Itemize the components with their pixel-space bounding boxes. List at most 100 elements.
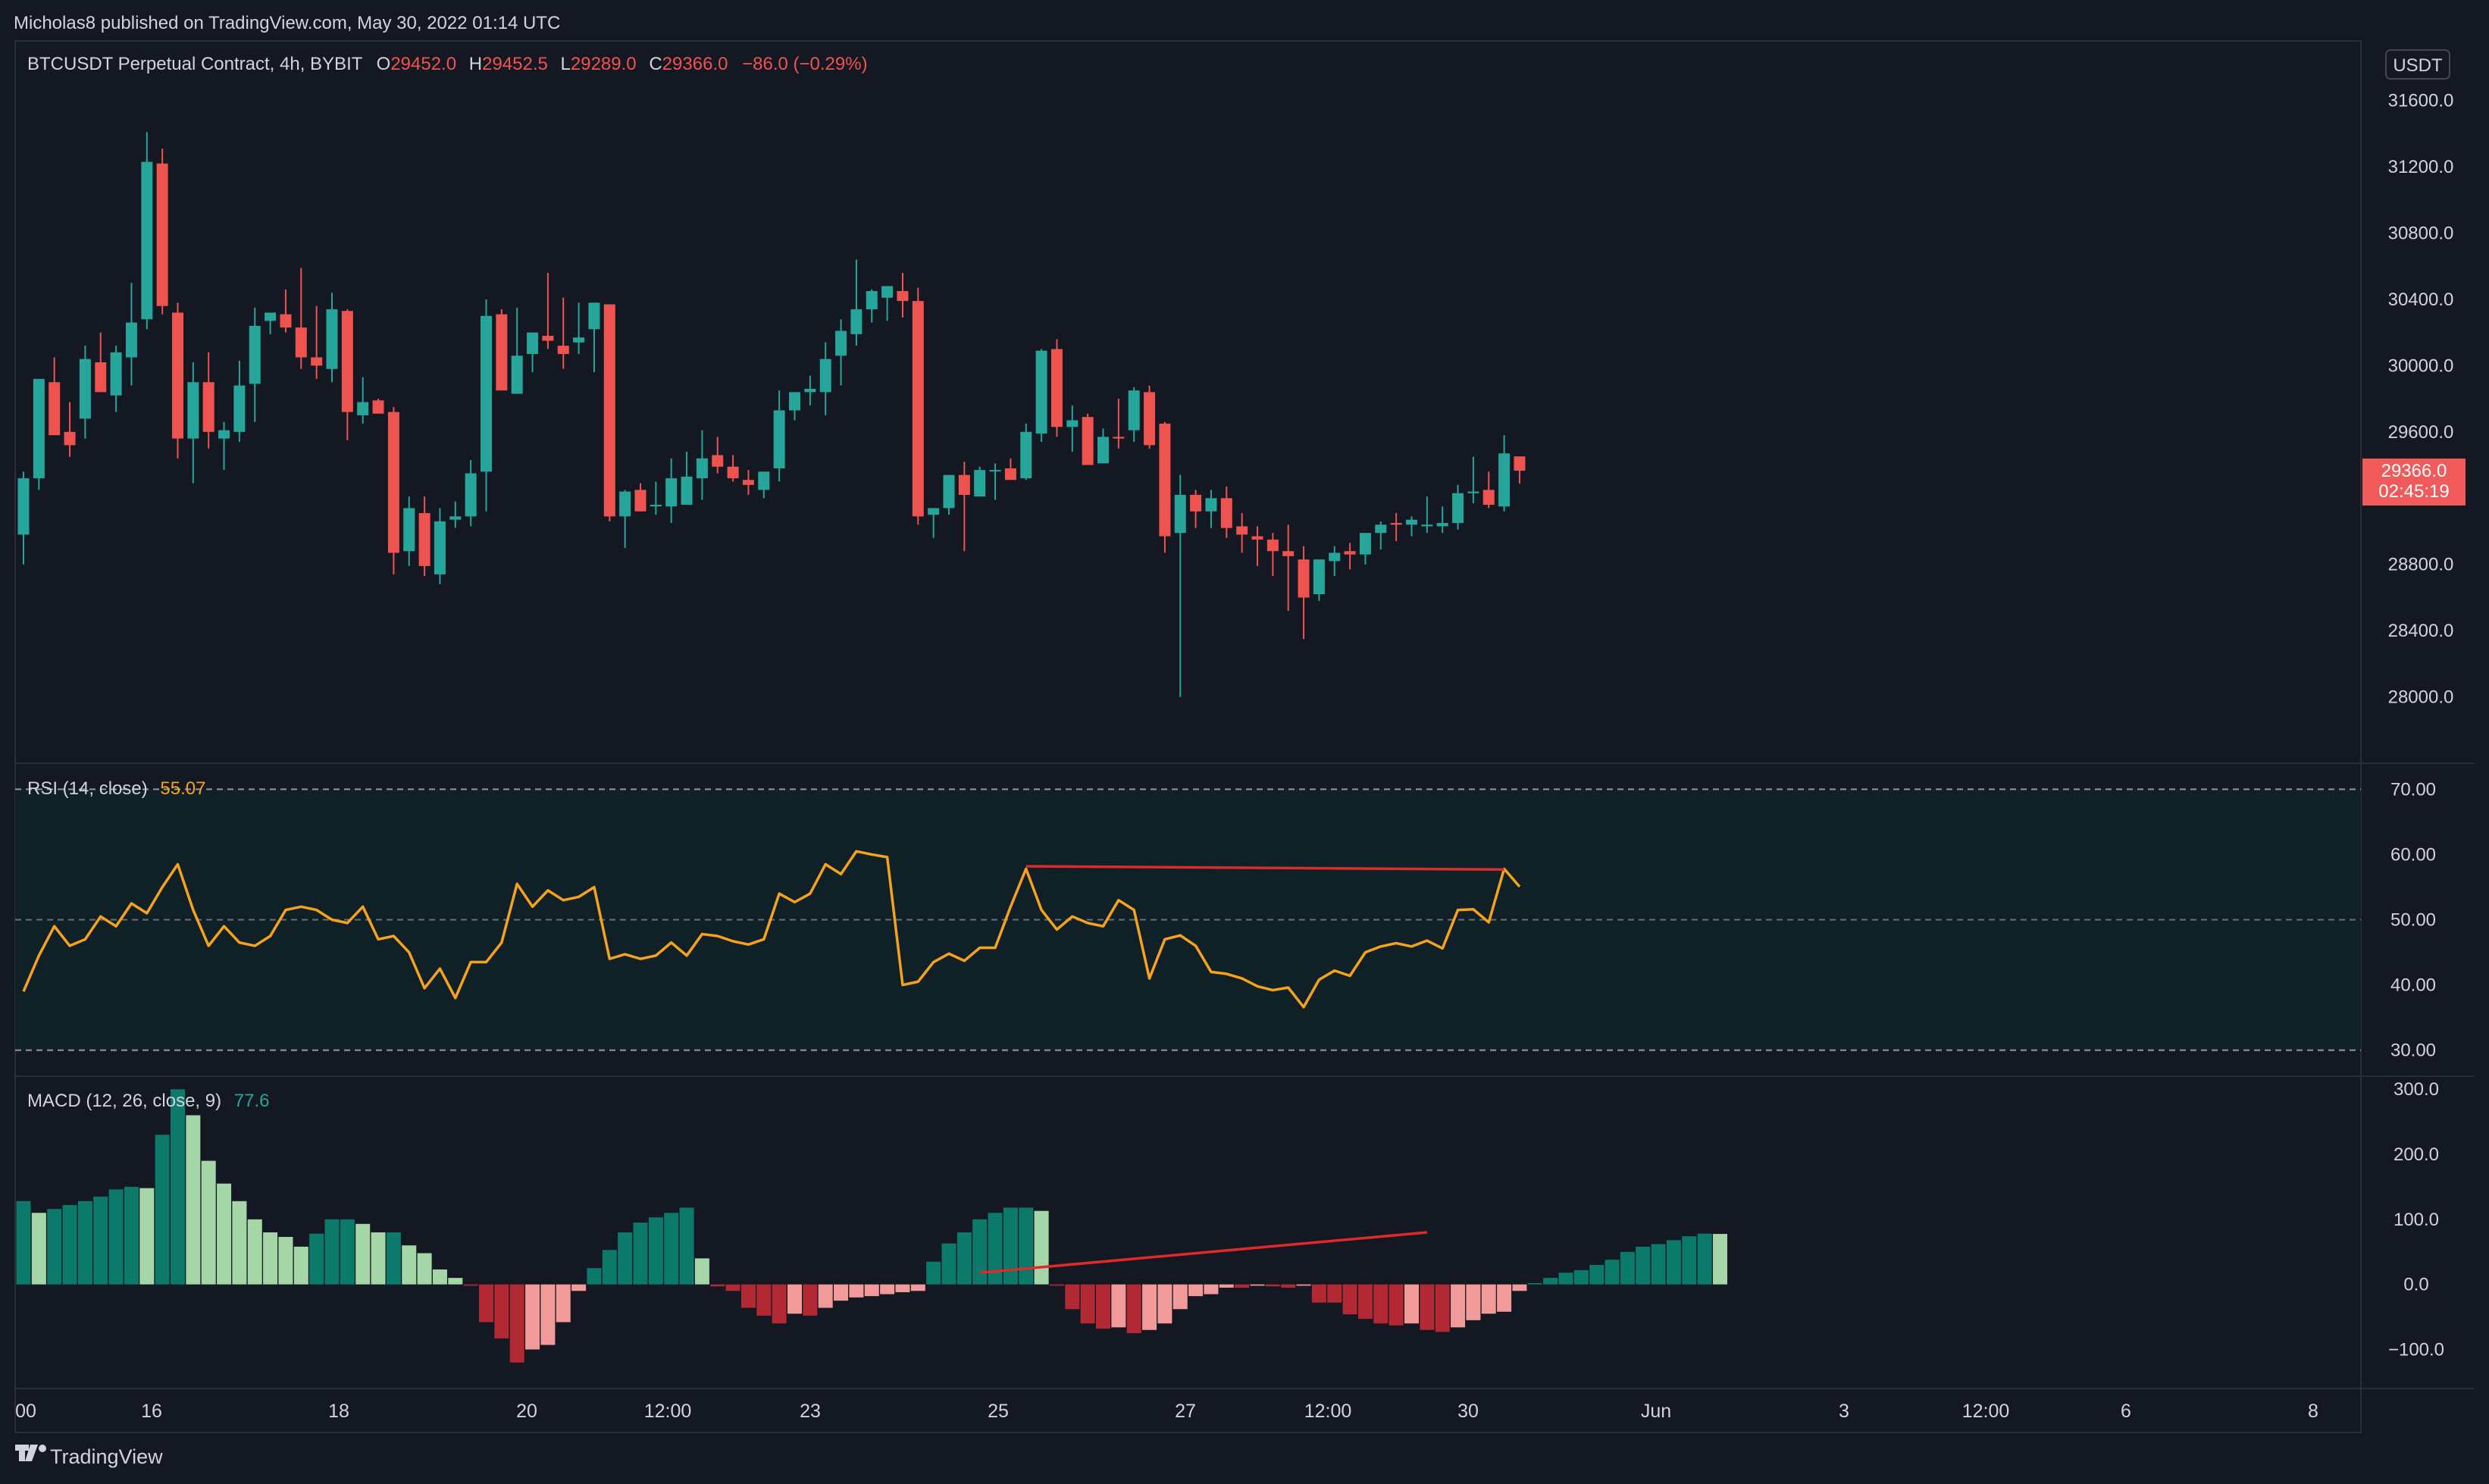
macd-histogram-bar bbox=[787, 1284, 802, 1314]
macd-histogram-bar bbox=[818, 1284, 833, 1308]
macd-histogram-bar bbox=[463, 1284, 478, 1286]
macd-histogram-bar bbox=[355, 1223, 371, 1285]
macd-histogram-bar bbox=[1636, 1246, 1651, 1285]
candle-body bbox=[1498, 453, 1511, 507]
candle-body bbox=[1113, 437, 1125, 439]
macd-histogram-bar bbox=[1481, 1284, 1496, 1314]
rsi-divergence-trendline[interactable] bbox=[1025, 865, 1504, 871]
macd-histogram-bar bbox=[139, 1188, 155, 1285]
macd-histogram-bar bbox=[1065, 1284, 1080, 1310]
currency-label: USDT bbox=[2393, 55, 2443, 76]
macd-histogram-bar bbox=[1235, 1284, 1250, 1288]
time-tick-label: 6 bbox=[2121, 1401, 2131, 1422]
candle-body bbox=[49, 382, 61, 436]
candle-body bbox=[974, 470, 986, 497]
macd-tick-label: −100.0 bbox=[2388, 1340, 2444, 1360]
macd-histogram-bar bbox=[849, 1284, 864, 1298]
symbol-legend[interactable]: BTCUSDT Perpetual Contract, 4h, BYBIT O2… bbox=[27, 54, 868, 74]
candle-body bbox=[727, 466, 739, 479]
macd-histogram-bar bbox=[1342, 1284, 1357, 1315]
tradingview-logo-dot-icon bbox=[39, 1445, 46, 1452]
last-price-badge: 29366.0 02:45:19 bbox=[2362, 458, 2466, 506]
candle-body bbox=[850, 309, 863, 334]
candle-body bbox=[218, 430, 230, 439]
time-tick-label: 12:00 bbox=[1962, 1401, 2010, 1422]
rsi-axis: 70.00 60.00 50.00 40.00 30.00 bbox=[2390, 779, 2436, 1060]
time-axis: 00 16 18 20 12:00 23 25 27 12:00 30 Jun 3 12:00 6 8 bbox=[15, 1401, 2318, 1422]
macd-histogram-bar bbox=[1096, 1284, 1110, 1329]
macd-histogram-bar bbox=[956, 1232, 972, 1285]
price-tick-label: 30800.0 bbox=[2388, 224, 2454, 244]
macd-histogram-bar bbox=[171, 1089, 185, 1285]
macd-histogram-bar bbox=[587, 1268, 602, 1285]
candle-body bbox=[1436, 523, 1448, 527]
macd-histogram-bar bbox=[972, 1219, 988, 1285]
macd-histogram-bar bbox=[525, 1284, 540, 1350]
candle-body bbox=[341, 311, 353, 412]
macd-histogram-bar bbox=[1543, 1278, 1558, 1285]
currency-badge[interactable]: USDT bbox=[2385, 49, 2450, 80]
last-price-value: 29366.0 bbox=[2381, 461, 2447, 481]
macd-histogram-bar bbox=[1666, 1240, 1681, 1285]
macd-histogram-bar bbox=[648, 1217, 663, 1285]
ohlc-low-value: 29289.0 bbox=[571, 54, 637, 74]
candle-body bbox=[496, 314, 508, 391]
macd-histogram-bar bbox=[1311, 1284, 1326, 1303]
macd-histogram-bar bbox=[479, 1284, 493, 1323]
macd-histogram-bar bbox=[1142, 1284, 1157, 1330]
candle-body bbox=[712, 455, 724, 467]
rsi-tick-label: 40.00 bbox=[2390, 975, 2436, 996]
price-tick-label: 31200.0 bbox=[2388, 157, 2454, 177]
macd-histogram-bar bbox=[1389, 1284, 1404, 1326]
candle-body bbox=[1004, 468, 1016, 481]
macd-histogram-bar bbox=[1573, 1270, 1589, 1285]
macd-histogram-bar bbox=[864, 1284, 879, 1297]
time-tick-label: 8 bbox=[2308, 1401, 2318, 1422]
macd-histogram-bar bbox=[1080, 1284, 1095, 1324]
macd-histogram-bar bbox=[1250, 1284, 1265, 1286]
macd-histogram-bar bbox=[1466, 1284, 1481, 1320]
candle-body bbox=[928, 508, 940, 515]
candle-body bbox=[989, 470, 1001, 472]
candle-body bbox=[650, 505, 662, 507]
macd-histogram-bar bbox=[1034, 1210, 1049, 1285]
candle-body bbox=[912, 301, 924, 517]
macd-tick-label: 300.0 bbox=[2394, 1079, 2439, 1100]
candle-body bbox=[1344, 551, 1356, 555]
ohlc-high-value: 29452.5 bbox=[482, 54, 548, 74]
macd-legend[interactable]: MACD (12, 26, close, 9) 77.6 bbox=[27, 1091, 269, 1111]
candle-body bbox=[1298, 559, 1310, 598]
candle-body bbox=[434, 521, 446, 575]
price-tick-label: 28800.0 bbox=[2388, 555, 2454, 575]
macd-histogram-bar bbox=[1172, 1284, 1188, 1310]
candle-body bbox=[1251, 536, 1263, 540]
macd-histogram-bar bbox=[540, 1284, 556, 1345]
macd-divergence-trendline[interactable] bbox=[979, 1231, 1428, 1274]
macd-histogram-bar bbox=[1157, 1284, 1172, 1324]
macd-histogram bbox=[16, 1089, 1727, 1363]
candle-body bbox=[1066, 420, 1079, 427]
rsi-legend[interactable]: RSI (14, close) 55.07 bbox=[27, 778, 205, 799]
macd-histogram-bar bbox=[710, 1284, 725, 1287]
macd-histogram-bar bbox=[756, 1284, 772, 1316]
candle-body bbox=[1020, 431, 1032, 479]
macd-histogram-bar bbox=[571, 1284, 587, 1291]
macd-histogram-bar bbox=[16, 1201, 31, 1285]
candle-body bbox=[1035, 350, 1047, 434]
macd-histogram-bar bbox=[1049, 1284, 1064, 1286]
time-tick-label: 20 bbox=[516, 1401, 537, 1422]
symbol-title: BTCUSDT Perpetual Contract, 4h, BYBIT bbox=[27, 54, 363, 74]
panel-frames bbox=[14, 40, 2474, 1433]
macd-histogram-bar bbox=[293, 1246, 308, 1285]
candle-body bbox=[95, 362, 107, 393]
candle-body bbox=[357, 402, 369, 415]
macd-histogram-bar bbox=[1296, 1284, 1311, 1286]
time-tick-label: 18 bbox=[328, 1401, 349, 1422]
candle-body bbox=[1313, 559, 1325, 595]
tradingview-logo[interactable]: TradingView bbox=[15, 1445, 163, 1468]
candle-body bbox=[1266, 539, 1279, 552]
candle-body bbox=[1050, 349, 1063, 427]
macd-value: 77.6 bbox=[234, 1091, 270, 1111]
macd-histogram-bar bbox=[679, 1207, 694, 1285]
